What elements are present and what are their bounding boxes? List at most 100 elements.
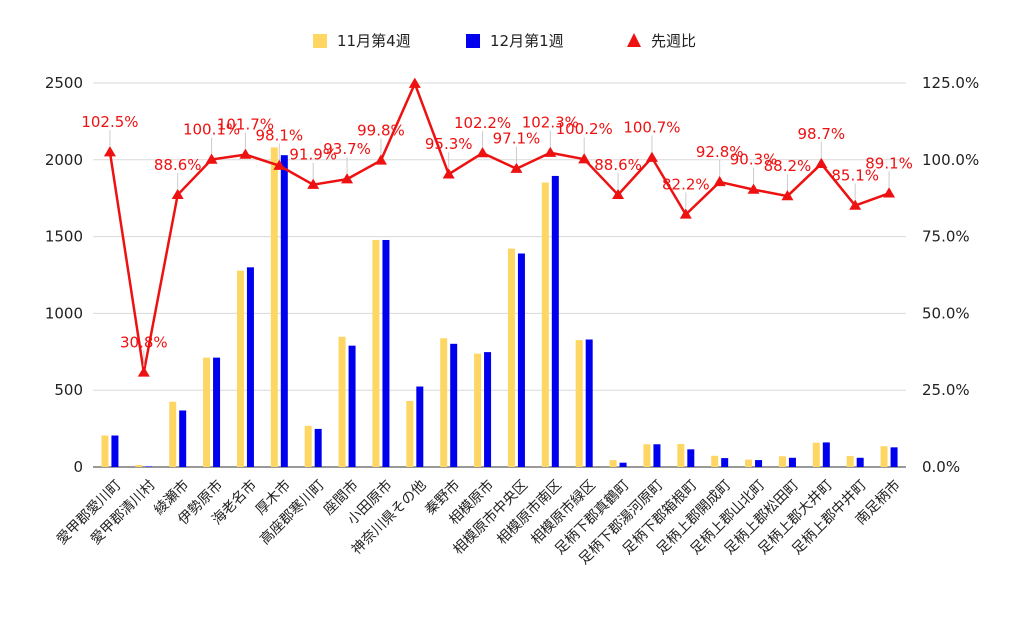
line-point-marker bbox=[307, 178, 320, 189]
bar bbox=[484, 352, 492, 467]
bar bbox=[145, 466, 153, 467]
bar bbox=[778, 456, 786, 467]
bar bbox=[890, 447, 898, 467]
data-label: 102.5% bbox=[81, 113, 138, 131]
legend-label: 11月第4週 bbox=[337, 32, 411, 50]
bar bbox=[135, 465, 143, 467]
line-point-marker bbox=[510, 162, 523, 173]
line-point-marker bbox=[544, 146, 557, 157]
data-label: 30.8% bbox=[120, 333, 168, 351]
bar bbox=[880, 446, 888, 467]
bar bbox=[440, 338, 448, 467]
line-point-marker bbox=[849, 199, 862, 210]
bar bbox=[179, 410, 187, 467]
bar bbox=[788, 457, 796, 467]
bar bbox=[304, 425, 312, 467]
line-point-marker bbox=[612, 188, 625, 200]
bar bbox=[314, 428, 322, 467]
data-label: 89.1% bbox=[865, 154, 913, 172]
bar bbox=[517, 253, 525, 467]
y-left-tick-label: 500 bbox=[54, 381, 83, 399]
data-label: 91.9% bbox=[289, 146, 337, 164]
bar bbox=[416, 386, 424, 467]
data-label: 98.1% bbox=[255, 127, 303, 145]
line-point-marker bbox=[442, 168, 455, 179]
data-label: 90.3% bbox=[730, 151, 778, 169]
line-point-marker bbox=[137, 366, 150, 377]
bar bbox=[348, 345, 356, 467]
y-right-tick-label: 125.0% bbox=[922, 74, 979, 92]
legend-marker-line bbox=[627, 33, 641, 47]
bar bbox=[856, 457, 864, 467]
data-label: 95.3% bbox=[425, 135, 473, 153]
bar bbox=[203, 357, 211, 467]
data-label: 101.7% bbox=[217, 116, 274, 134]
line-point-marker bbox=[476, 147, 489, 158]
bar bbox=[755, 460, 763, 467]
bar bbox=[653, 444, 661, 467]
data-label: 88.2% bbox=[764, 157, 812, 175]
bar bbox=[507, 248, 515, 467]
bar bbox=[111, 435, 119, 467]
bar bbox=[575, 340, 583, 467]
bar bbox=[846, 455, 854, 467]
line-point-marker bbox=[205, 153, 218, 164]
line-point-marker bbox=[103, 146, 116, 157]
line-point-marker bbox=[239, 148, 252, 159]
line-point-marker bbox=[645, 151, 658, 162]
bar bbox=[474, 353, 482, 467]
bar bbox=[677, 443, 685, 467]
y-right-tick-label: 25.0% bbox=[922, 381, 970, 399]
line-point-marker bbox=[883, 187, 896, 198]
bar bbox=[450, 343, 458, 467]
legend-label: 12月第1週 bbox=[490, 32, 564, 50]
bar bbox=[822, 442, 830, 467]
line-point-marker bbox=[747, 183, 760, 194]
bar bbox=[101, 435, 109, 467]
line-point-marker bbox=[273, 159, 286, 170]
data-label: 100.7% bbox=[623, 119, 680, 137]
bar bbox=[745, 459, 753, 467]
y-right-tick-label: 50.0% bbox=[922, 304, 970, 322]
y-left-tick-label: 0 bbox=[73, 458, 83, 476]
bar bbox=[169, 401, 177, 467]
line-series-ratio bbox=[108, 82, 890, 374]
bar bbox=[372, 239, 380, 467]
bar bbox=[236, 270, 244, 467]
y-right-tick-label: 100.0% bbox=[922, 151, 979, 169]
legend-label: 先週比 bbox=[651, 32, 696, 50]
data-label: 100.2% bbox=[556, 120, 613, 138]
data-label: 98.7% bbox=[797, 125, 845, 143]
bar bbox=[280, 155, 288, 467]
line-point-marker bbox=[713, 175, 726, 187]
y-right-tick-label: 75.0% bbox=[922, 228, 970, 246]
data-label: 88.6% bbox=[594, 156, 642, 174]
y-left-tick-label: 1500 bbox=[45, 228, 83, 246]
data-label: 99.8% bbox=[357, 121, 405, 139]
y-left-tick-label: 1000 bbox=[45, 304, 83, 322]
line-point-marker bbox=[374, 154, 387, 165]
y-right-tick-label: 0.0% bbox=[922, 458, 960, 476]
data-label: 92.8% bbox=[696, 143, 744, 161]
bar bbox=[551, 175, 559, 468]
bar bbox=[812, 442, 820, 467]
bar bbox=[213, 357, 221, 467]
legend-swatch bbox=[313, 34, 327, 48]
bar bbox=[541, 182, 549, 467]
line-point-marker bbox=[679, 208, 692, 219]
legend-swatch bbox=[466, 34, 480, 48]
bar bbox=[619, 462, 627, 467]
bar bbox=[406, 400, 414, 467]
data-label: 102.3% bbox=[522, 114, 579, 132]
data-label: 88.6% bbox=[154, 156, 202, 174]
bar bbox=[609, 460, 617, 467]
line-point-marker bbox=[781, 190, 794, 201]
bar bbox=[338, 336, 346, 467]
data-label: 82.2% bbox=[662, 175, 710, 193]
y-left-tick-label: 2500 bbox=[45, 74, 83, 92]
bar bbox=[246, 267, 254, 467]
bar bbox=[721, 458, 729, 467]
line-point-marker bbox=[341, 173, 354, 184]
